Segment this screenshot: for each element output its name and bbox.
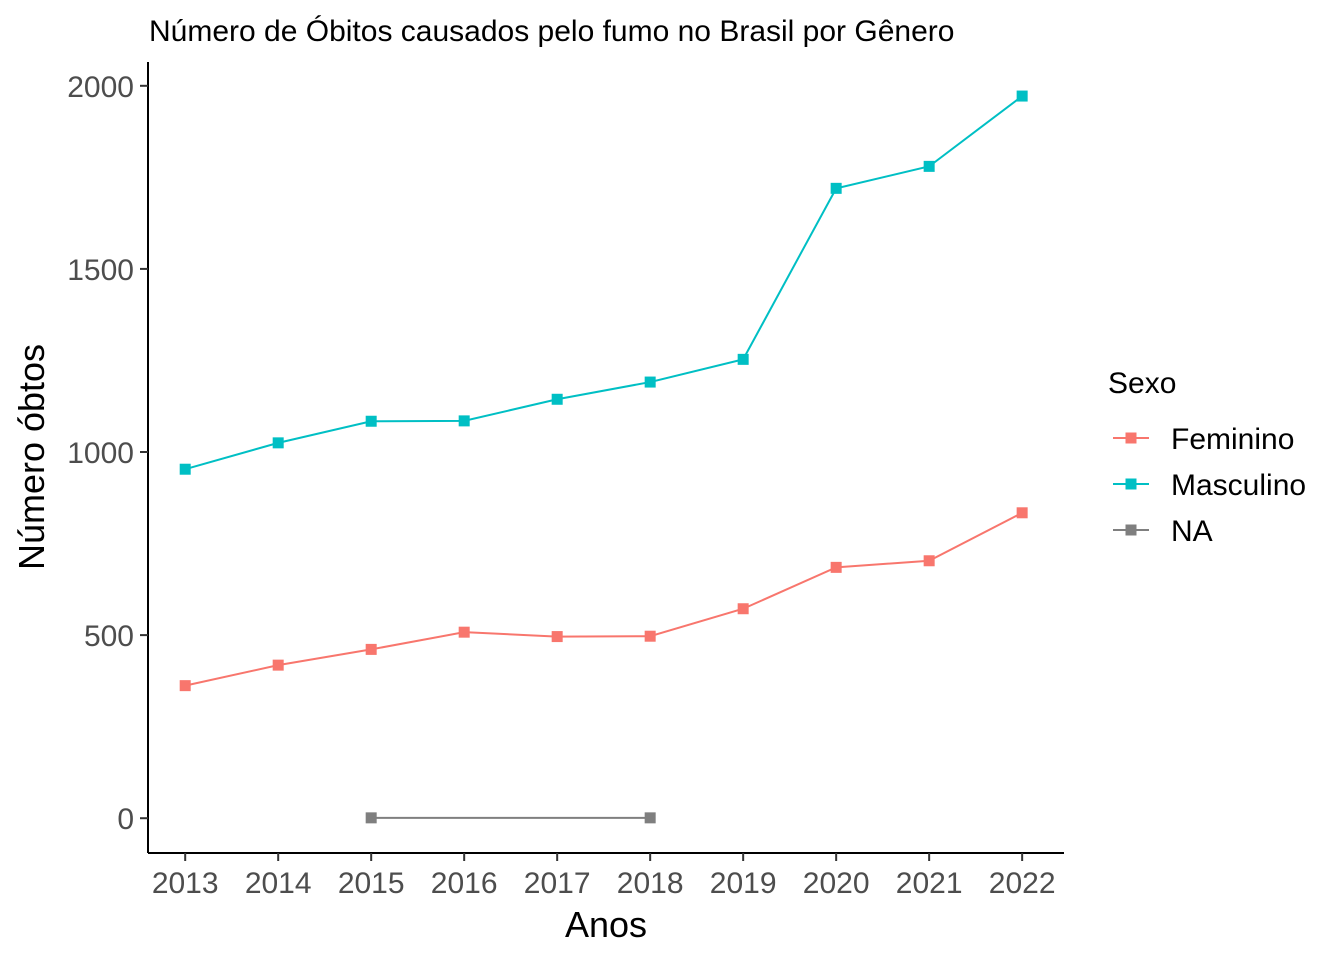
y-axis-title: Número óbtos (11, 344, 52, 570)
data-point-feminino (458, 626, 470, 638)
y-tick-label: 500 (84, 620, 134, 653)
data-point-masculino (551, 393, 563, 405)
series-feminino (179, 507, 1028, 692)
data-point-feminino (551, 631, 563, 643)
data-point-masculino (1016, 90, 1028, 102)
y-tick-label: 0 (117, 803, 134, 836)
x-tick-label: 2014 (245, 867, 312, 900)
y-tick-label: 1500 (67, 254, 134, 287)
series-na (365, 812, 656, 824)
x-axis-title: Anos (565, 904, 647, 945)
y-tick-label: 2000 (67, 71, 134, 104)
data-point-masculino (272, 437, 284, 449)
data-point-masculino (923, 160, 935, 172)
data-point-feminino (1016, 507, 1028, 519)
legend-item-masculino: Masculino (1113, 469, 1306, 502)
data-point-feminino (179, 680, 191, 692)
x-axis-ticks: 2013 2014 2015 2016 2017 2018 2019 2020 2021 2022 (152, 853, 1056, 900)
legend-key-marker (1125, 524, 1137, 536)
x-tick-label: 2015 (338, 867, 405, 900)
x-tick-label: 2022 (989, 867, 1056, 900)
series-line-masculino (184, 95, 1023, 471)
data-point-feminino (923, 555, 935, 567)
legend-title: Sexo (1108, 367, 1176, 400)
x-tick-label: 2013 (152, 867, 219, 900)
data-point-feminino (272, 659, 284, 671)
data-point-feminino (365, 643, 377, 655)
x-tick-label: 2017 (524, 867, 591, 900)
data-point-na (644, 812, 656, 824)
series-line-feminino (184, 511, 1023, 687)
data-point-masculino (644, 376, 656, 388)
chart-title: Número de Óbitos causados pelo fumo no B… (149, 15, 954, 48)
data-point-na (365, 812, 377, 824)
legend-key-marker (1125, 432, 1137, 444)
series-masculino (179, 90, 1028, 475)
legend: Sexo Feminino Masculino NA (1108, 367, 1306, 548)
data-point-masculino (458, 415, 470, 427)
x-tick-label: 2016 (431, 867, 498, 900)
y-axis-ticks: 0 500 1000 1500 2000 (67, 71, 148, 836)
data-point-feminino (830, 561, 842, 573)
legend-item-feminino: Feminino (1113, 423, 1294, 456)
x-tick-label: 2018 (617, 867, 684, 900)
data-point-masculino (830, 182, 842, 194)
legend-items: Feminino Masculino NA (1113, 423, 1306, 548)
legend-label: Feminino (1171, 423, 1294, 456)
data-point-feminino (644, 630, 656, 642)
legend-label: NA (1171, 515, 1213, 548)
legend-item-na: NA (1113, 515, 1213, 548)
data-point-masculino (365, 415, 377, 427)
series-layer (179, 90, 1028, 824)
data-point-masculino (737, 353, 749, 365)
y-tick-label: 1000 (67, 437, 134, 470)
legend-label: Masculino (1171, 469, 1306, 502)
x-tick-label: 2019 (710, 867, 777, 900)
data-point-feminino (737, 603, 749, 615)
x-tick-label: 2021 (896, 867, 963, 900)
x-tick-label: 2020 (803, 867, 870, 900)
legend-key-marker (1125, 478, 1137, 490)
data-point-masculino (179, 463, 191, 475)
